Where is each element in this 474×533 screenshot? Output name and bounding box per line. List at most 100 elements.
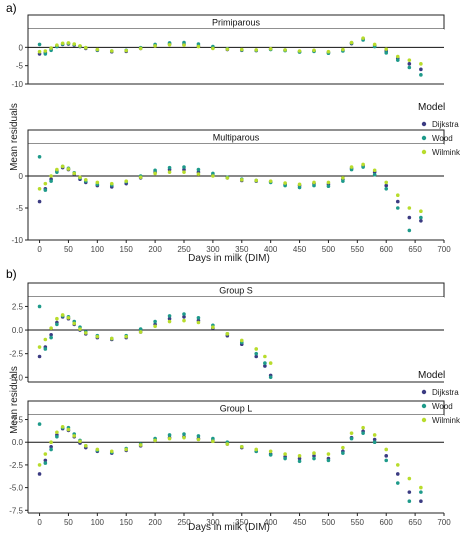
data-point (395, 54, 400, 59)
data-point (43, 49, 48, 53)
data-point (196, 320, 201, 325)
data-point (37, 304, 42, 309)
data-point (49, 46, 53, 50)
plot-area (28, 415, 444, 513)
data-point (49, 440, 53, 445)
facet-panel: Multiparous -10 -5 0 0 50 100 150 200 250 300 350 40… (11, 129, 451, 254)
data-point (326, 452, 331, 456)
data-point (196, 437, 201, 442)
data-point (72, 42, 77, 46)
data-point (182, 167, 186, 172)
data-point (43, 347, 48, 351)
x-tick-label: 550 (351, 518, 365, 527)
legend-key (421, 403, 427, 409)
data-point (182, 315, 186, 319)
data-point (109, 49, 114, 53)
data-point (211, 174, 215, 178)
x-tick-label: 250 (177, 245, 191, 254)
y-tick-label: 0.0 (12, 438, 24, 447)
data-point (211, 46, 215, 51)
data-point (95, 47, 100, 52)
x-tick-label: 200 (148, 518, 162, 527)
data-point (407, 228, 412, 233)
data-point (196, 42, 201, 46)
data-point (49, 179, 53, 183)
y-tick-label: -2.5 (9, 461, 23, 470)
data-point (49, 335, 53, 340)
data-point (153, 438, 157, 443)
data-point (407, 206, 412, 210)
y-tick-label: -10 (11, 236, 23, 245)
data-point (138, 46, 143, 51)
data-point (95, 334, 100, 339)
legend-label: Wilmink (432, 416, 461, 425)
legend-key (421, 417, 427, 423)
panels: Primiparous -10 -5 0 Multiparous -10 -5 0 0 50 100… (9, 14, 451, 527)
x-tick-label: 100 (91, 245, 105, 254)
data-point (55, 43, 59, 47)
data-point (43, 461, 48, 465)
data-point (349, 431, 354, 435)
series-wilmink (37, 313, 273, 365)
data-point (49, 326, 53, 330)
data-point (66, 167, 71, 171)
x-tick-label: 50 (64, 518, 73, 527)
data-point (407, 499, 412, 504)
legend-key (421, 135, 427, 141)
data-point (254, 354, 259, 359)
x-tick-label: 450 (293, 245, 307, 254)
data-point (407, 215, 412, 220)
data-point (182, 170, 186, 174)
legend-label: Dijkstra (432, 388, 459, 397)
data-point (37, 354, 42, 359)
data-point (326, 458, 331, 463)
x-tick-label: 250 (177, 518, 191, 527)
data-point (349, 436, 354, 441)
data-point (37, 345, 42, 349)
data-point (66, 427, 71, 432)
data-point (78, 327, 82, 331)
facet-title: Group L (220, 404, 253, 414)
data-point (419, 219, 423, 223)
x-tick-label: 550 (351, 245, 365, 254)
facet-title: Group S (219, 286, 253, 296)
data-point (297, 182, 302, 187)
data-point (167, 316, 172, 321)
data-point (419, 499, 423, 504)
data-point (37, 422, 42, 426)
data-point (263, 364, 267, 368)
y-tick-label: -2.5 (9, 350, 23, 359)
data-point (153, 171, 157, 176)
data-point (225, 332, 230, 336)
legend-key (421, 149, 427, 155)
data-point (419, 62, 423, 66)
data-point (372, 433, 377, 437)
x-tick-label: 400 (264, 245, 278, 254)
data-point (268, 179, 273, 183)
data-point (124, 179, 129, 183)
data-point (372, 168, 377, 173)
data-point (109, 449, 114, 454)
data-point (37, 472, 42, 476)
data-point (37, 49, 42, 54)
data-point (349, 40, 354, 45)
data-point (326, 180, 331, 185)
data-point (182, 43, 186, 47)
data-point (60, 164, 65, 169)
data-point (239, 444, 244, 449)
data-point (283, 181, 287, 185)
y-tick-label: 2.5 (12, 416, 24, 425)
data-point (153, 319, 157, 324)
data-point (283, 183, 287, 188)
data-point (83, 45, 88, 50)
data-point (124, 334, 129, 339)
y-tick-label: -5 (16, 62, 24, 71)
x-tick-label: 150 (120, 245, 134, 254)
data-point (43, 452, 48, 456)
data-point (254, 447, 259, 452)
data-point (196, 44, 201, 49)
y-tick-label: 0.0 (12, 326, 24, 335)
data-point (384, 458, 389, 463)
data-point (167, 436, 172, 441)
data-point (297, 185, 302, 190)
